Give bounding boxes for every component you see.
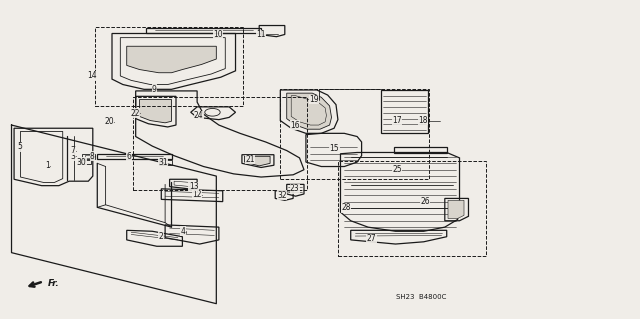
Text: 25: 25 [392,165,402,174]
Text: 14: 14 [88,71,97,80]
Text: 28: 28 [341,204,351,212]
Text: 31: 31 [158,158,168,167]
Text: 10: 10 [213,30,223,39]
Text: 17: 17 [392,116,402,125]
Text: 11: 11 [256,30,266,39]
Text: 4: 4 [180,227,186,236]
Text: Fr.: Fr. [48,279,60,288]
Text: 7: 7 [70,146,76,155]
Bar [338,161,486,256]
Bar [133,97,307,190]
Text: SH23  B4800C: SH23 B4800C [396,294,446,300]
Text: 24: 24 [194,111,204,120]
Text: 13: 13 [189,182,198,191]
Text: 9: 9 [152,85,157,94]
Text: 20: 20 [104,117,114,126]
Bar [95,27,243,106]
Polygon shape [127,46,216,73]
Text: 16: 16 [290,121,300,130]
Polygon shape [244,156,270,166]
Text: 19: 19 [309,95,319,104]
Text: 3: 3 [70,152,76,161]
Polygon shape [287,93,332,129]
Text: 12: 12 [192,190,202,199]
Text: 18: 18 [418,116,428,125]
Text: 5: 5 [17,142,22,151]
Text: 23: 23 [290,184,300,193]
Text: 21: 21 [245,155,255,164]
Text: 1: 1 [45,161,50,170]
Text: 2: 2 [159,232,163,241]
Text: 6: 6 [126,152,131,161]
Text: 22: 22 [130,109,140,118]
Bar [280,89,429,179]
Text: 32: 32 [277,191,287,200]
Text: 30: 30 [77,158,86,167]
Text: 27: 27 [367,234,376,243]
Text: 8: 8 [90,152,95,161]
Polygon shape [448,200,464,219]
Text: 15: 15 [330,144,339,153]
Polygon shape [140,100,172,123]
Text: 26: 26 [420,197,430,206]
